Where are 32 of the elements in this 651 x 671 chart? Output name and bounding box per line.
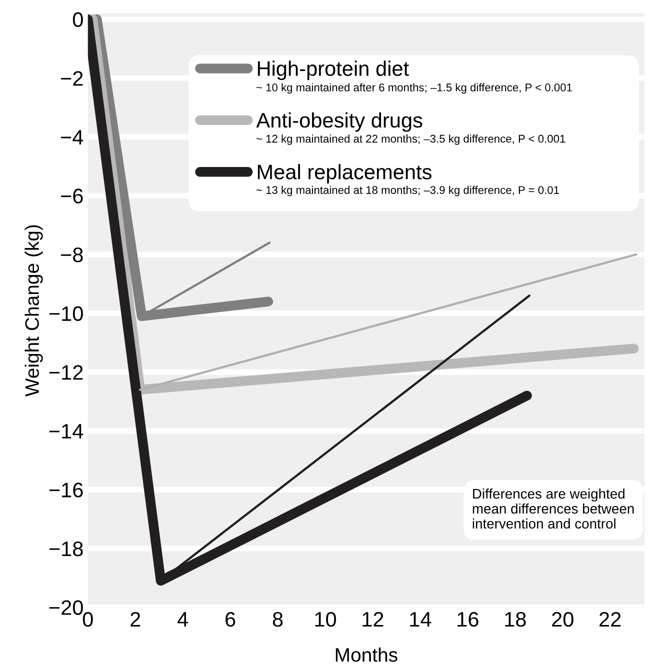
x-tick-label: 12 — [362, 612, 384, 627]
x-tick-label: 14 — [410, 612, 432, 627]
annotation: ~ 10 kg maintained after 6 months; –1.5 kg difference, P < 0.001 — [256, 83, 572, 94]
x-tick-label: 22 — [600, 612, 621, 627]
y-tick-label: −20 — [49, 600, 83, 616]
annotation: Differences are weighted mean differences between intervention and control — [472, 488, 634, 529]
x-tick-label: 0 — [82, 612, 93, 627]
y-tick-label: 0 — [72, 12, 83, 28]
x-tick-label: 4 — [178, 612, 188, 627]
legend-label: Anti-obesity drugs — [256, 112, 422, 132]
y-tick-label: −12 — [49, 365, 83, 380]
x-tick-label: 16 — [458, 612, 478, 627]
y-tick-label: −4 — [60, 130, 84, 144]
legend-label: High-protein diet — [258, 60, 409, 80]
annotation: ~ 12 kg maintained at 22 months; –3.5 kg difference, P < 0.001 — [256, 134, 566, 145]
x-tick-label: 18 — [505, 612, 526, 627]
x-tick-label: 20 — [552, 612, 574, 627]
y-tick-label: −2 — [60, 71, 83, 86]
x-tick-label: 2 — [130, 612, 140, 627]
y-tick-label: −10 — [49, 306, 83, 322]
x-axis-title: Months — [336, 648, 398, 662]
annotation: ~ 13 kg maintained at 18 months; –3.9 kg difference, P = 0.01 — [256, 186, 559, 196]
y-tick-label: −18 — [49, 541, 83, 556]
x-tick-label: 10 — [315, 612, 336, 627]
y-tick-label: −14 — [49, 424, 84, 438]
y-tick-label: −6 — [60, 188, 83, 204]
y-axis-title: Weight Change (kg) — [24, 225, 43, 397]
y-tick-label: −16 — [49, 482, 83, 498]
legend-label: Meal replacements — [258, 164, 432, 184]
x-tick-label: 8 — [272, 612, 283, 627]
y-tick-label: −8 — [60, 247, 83, 262]
x-tick-label: 6 — [226, 612, 236, 627]
